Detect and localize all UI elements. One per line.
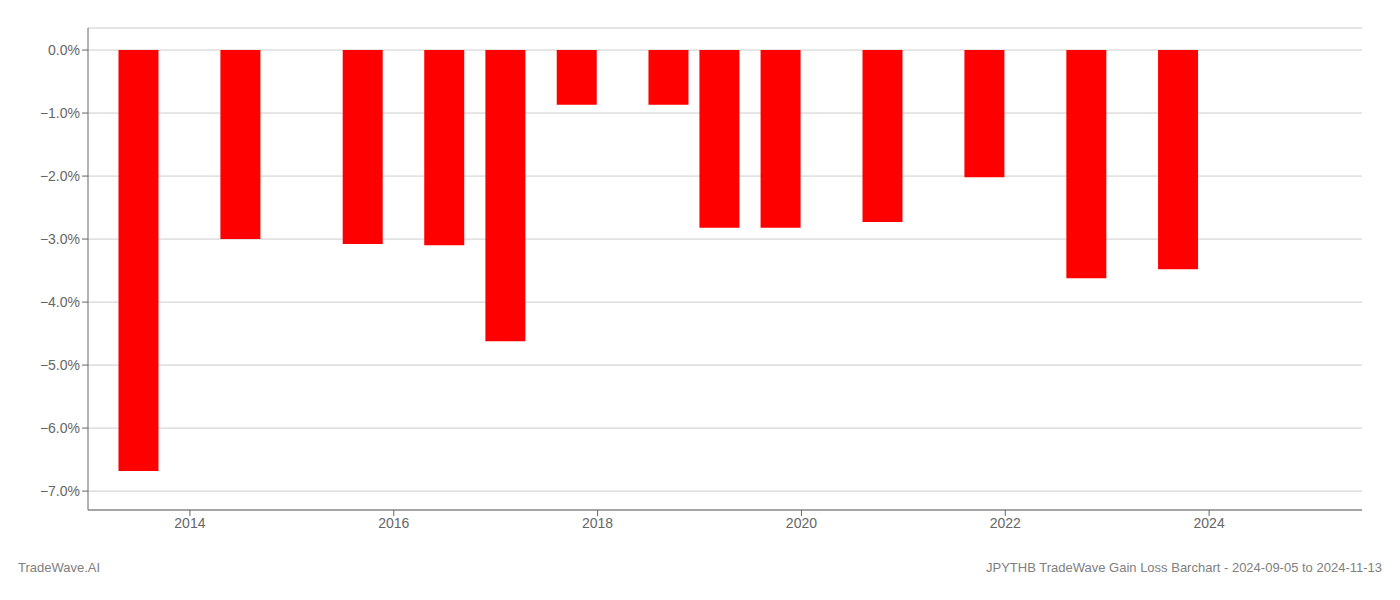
svg-text:2016: 2016 (378, 515, 409, 531)
svg-text:2022: 2022 (990, 515, 1021, 531)
svg-text:−5.0%: −5.0% (40, 357, 80, 373)
svg-text:2014: 2014 (174, 515, 205, 531)
svg-text:−4.0%: −4.0% (40, 294, 80, 310)
html-text:JPYTHB TradeWave Gain Loss Bar: JPYTHB TradeWave Gain Loss Barchart - 20… (986, 560, 1382, 575)
svg-text:2024: 2024 (1194, 515, 1225, 531)
svg-text:2018: 2018 (582, 515, 613, 531)
svg-text:0.0%: 0.0% (48, 42, 80, 58)
svg-text:−3.0%: −3.0% (40, 231, 80, 247)
svg-text:−7.0%: −7.0% (40, 483, 80, 499)
svg-text:2020: 2020 (786, 515, 817, 531)
svg-text:−2.0%: −2.0% (40, 168, 80, 184)
svg-text:−1.0%: −1.0% (40, 105, 80, 121)
html-text:TradeWave.AI: TradeWave.AI (18, 560, 101, 575)
svg-text:−6.0%: −6.0% (40, 420, 80, 436)
